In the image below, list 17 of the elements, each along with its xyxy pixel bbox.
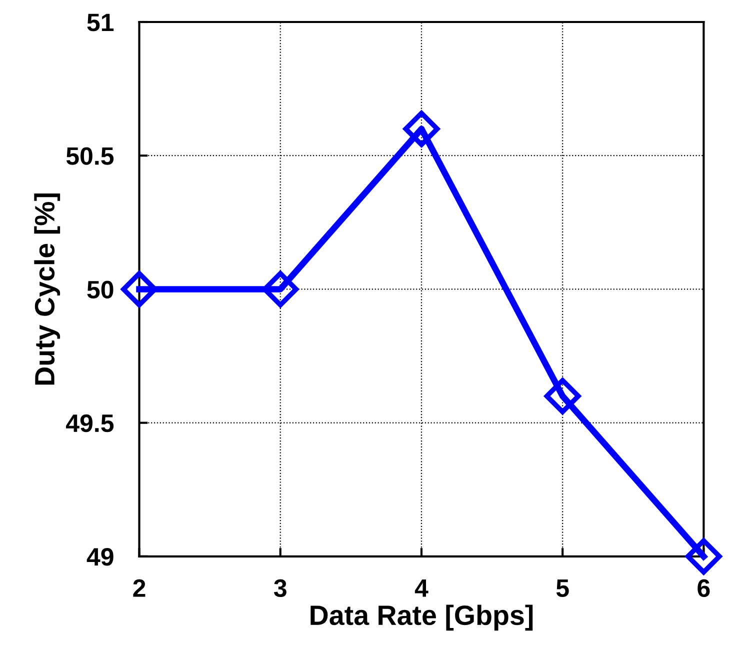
x-tick-label: 2 (133, 579, 146, 597)
point (544, 378, 581, 414)
y-tick-label: 50.5 (66, 147, 114, 165)
point (403, 110, 440, 148)
point (262, 271, 299, 308)
x-tick-label: 4 (414, 580, 428, 597)
x-axis-title: Data Rate [Gbps] (310, 604, 533, 631)
y-tick-label: 51 (87, 14, 114, 32)
x-tick-label: 5 (556, 580, 569, 598)
x-tick-label: 6 (698, 579, 710, 598)
y-tick-label: 49.5 (66, 414, 114, 432)
y-tick-label: 49 (86, 548, 114, 566)
y-axis-title: Duty Cycle [%] (34, 194, 60, 385)
point (121, 271, 158, 308)
x-tick-label: 3 (274, 579, 286, 598)
point (686, 538, 722, 575)
y-tick-label: 50 (87, 280, 114, 299)
